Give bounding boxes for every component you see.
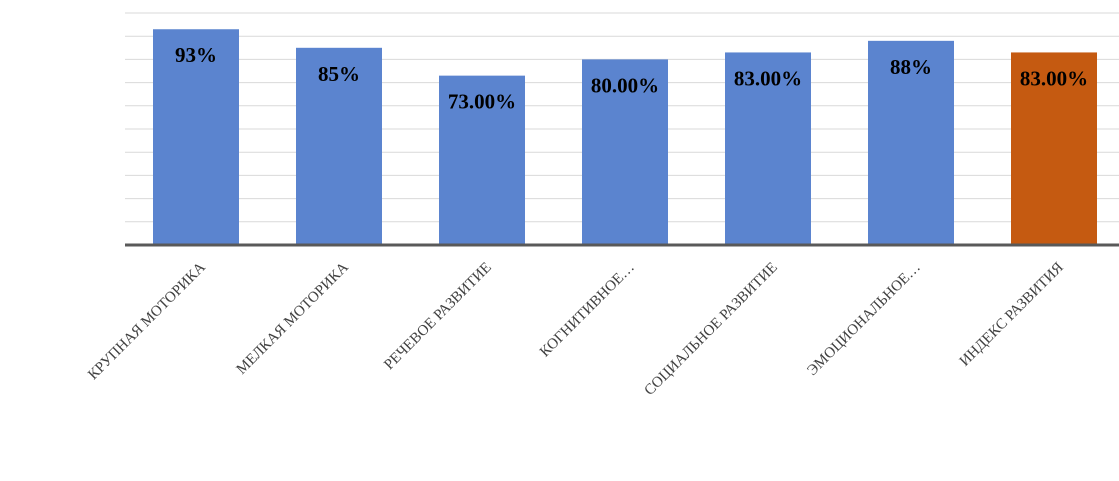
- x-tick-label: РЕЧЕВОЕ РАЗВИТИЕ: [381, 260, 495, 374]
- x-tick-label: КРУПНАЯ МОТОРИКА: [85, 259, 209, 383]
- bar: [439, 75, 525, 245]
- x-tick-label: ИНДЕКС РАЗВИТИЯ: [957, 260, 1067, 370]
- data-label: 93%: [175, 43, 217, 67]
- data-label: 83.00%: [1020, 66, 1088, 90]
- bar: [296, 47, 382, 245]
- bar: [868, 40, 954, 246]
- x-tick-labels: КРУПНАЯ МОТОРИКА МЕЛКАЯ МОТОРИКА РЕЧЕВОЕ Р…: [85, 259, 1067, 398]
- x-tick-label: МЕЛКАЯ МОТОРИКА: [234, 259, 352, 377]
- x-tick-label: СОЦИАЛЬНОЕ РАЗВИТИЕ: [641, 260, 780, 399]
- bar: [1011, 52, 1097, 245]
- bar: [725, 52, 811, 245]
- data-label: 85%: [318, 62, 360, 86]
- data-labels: 93% 85% 73.00% 80.00% 83.00% 88% 83.00%: [175, 43, 1088, 113]
- data-label: 83.00%: [734, 66, 802, 90]
- data-label: 73.00%: [448, 90, 516, 114]
- x-tick-label: КОГНИТИВНОЕ…: [537, 260, 638, 361]
- bars: [153, 29, 1097, 246]
- data-label: 88%: [890, 55, 932, 79]
- bar: [153, 29, 239, 245]
- data-label: 80.00%: [591, 73, 659, 97]
- x-tick-label: ЭМОЦИОНАЛЬНОЕ…: [804, 260, 923, 379]
- bar: [582, 59, 668, 246]
